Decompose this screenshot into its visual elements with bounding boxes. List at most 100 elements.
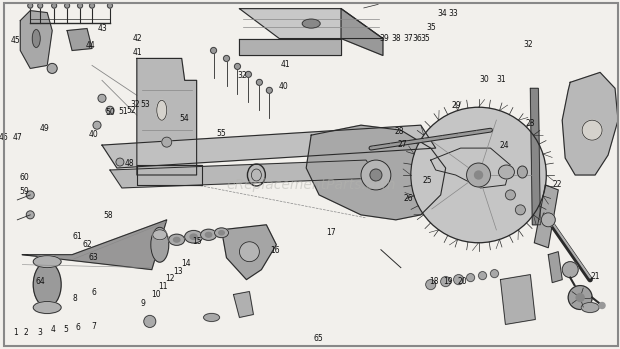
Polygon shape	[239, 9, 383, 38]
Text: 1: 1	[14, 328, 19, 337]
Text: 4: 4	[51, 325, 55, 334]
Polygon shape	[431, 148, 510, 188]
Ellipse shape	[203, 313, 219, 321]
Text: 32: 32	[130, 101, 140, 110]
Circle shape	[26, 211, 34, 219]
Polygon shape	[234, 291, 254, 318]
Text: 62: 62	[83, 239, 92, 248]
Text: 32: 32	[524, 40, 533, 49]
Polygon shape	[67, 29, 92, 51]
Ellipse shape	[518, 166, 528, 178]
Text: 11: 11	[158, 282, 167, 291]
Polygon shape	[500, 275, 535, 325]
Circle shape	[38, 3, 43, 8]
Text: 39: 39	[379, 34, 389, 43]
Ellipse shape	[185, 230, 203, 243]
Text: 64: 64	[36, 277, 45, 286]
Text: 12: 12	[166, 274, 175, 283]
Ellipse shape	[33, 262, 61, 307]
Ellipse shape	[215, 228, 229, 238]
Text: 61: 61	[73, 232, 82, 241]
Circle shape	[441, 277, 451, 287]
Circle shape	[361, 160, 391, 190]
Circle shape	[26, 191, 34, 199]
Text: 9: 9	[141, 299, 146, 308]
Circle shape	[64, 3, 69, 8]
Text: 15: 15	[192, 237, 202, 246]
Ellipse shape	[190, 234, 197, 239]
Ellipse shape	[151, 227, 169, 262]
Text: 37: 37	[404, 34, 414, 43]
Circle shape	[224, 55, 229, 61]
Text: 50: 50	[105, 108, 115, 117]
Text: 22: 22	[552, 180, 562, 189]
Polygon shape	[306, 125, 446, 220]
Circle shape	[28, 3, 33, 8]
Text: 40: 40	[278, 82, 288, 91]
Polygon shape	[341, 9, 383, 55]
Text: 34: 34	[437, 9, 447, 18]
Text: 60: 60	[19, 173, 29, 183]
Text: 32: 32	[237, 71, 247, 80]
Text: 41: 41	[280, 60, 290, 69]
Circle shape	[411, 107, 546, 243]
Polygon shape	[20, 10, 52, 68]
Circle shape	[246, 72, 252, 77]
Circle shape	[107, 3, 112, 8]
Circle shape	[78, 3, 82, 8]
Circle shape	[541, 213, 556, 227]
Ellipse shape	[169, 234, 185, 245]
Text: 23: 23	[526, 119, 535, 127]
Text: 36: 36	[412, 34, 422, 43]
Polygon shape	[110, 160, 379, 188]
Circle shape	[257, 79, 262, 86]
Text: 46: 46	[0, 134, 9, 142]
Text: 59: 59	[19, 187, 29, 196]
Text: 20: 20	[458, 277, 467, 286]
Text: 40: 40	[89, 130, 99, 139]
Text: 63: 63	[89, 253, 99, 262]
Circle shape	[98, 94, 106, 102]
Circle shape	[474, 171, 482, 179]
Text: 17: 17	[326, 228, 336, 237]
Ellipse shape	[302, 19, 320, 28]
Circle shape	[582, 120, 602, 140]
Text: 2: 2	[24, 328, 29, 337]
Circle shape	[562, 262, 578, 277]
Polygon shape	[530, 88, 540, 225]
Ellipse shape	[219, 231, 224, 235]
Text: 58: 58	[104, 211, 113, 220]
Text: 43: 43	[97, 24, 107, 33]
Circle shape	[47, 64, 57, 73]
Text: 48: 48	[124, 159, 134, 168]
Text: 35: 35	[420, 34, 430, 43]
Polygon shape	[102, 125, 436, 168]
Polygon shape	[221, 225, 277, 280]
Text: 30: 30	[479, 75, 489, 84]
Text: 24: 24	[499, 141, 508, 150]
Circle shape	[467, 274, 474, 282]
Text: 27: 27	[398, 140, 407, 149]
Circle shape	[479, 272, 487, 280]
Ellipse shape	[157, 100, 167, 120]
Circle shape	[162, 137, 172, 147]
Text: 41: 41	[132, 47, 142, 57]
Circle shape	[505, 190, 515, 200]
Text: 13: 13	[174, 267, 183, 276]
Circle shape	[239, 242, 259, 262]
Text: 18: 18	[428, 277, 438, 286]
Circle shape	[234, 64, 241, 69]
Text: 51: 51	[118, 107, 128, 116]
Text: 52: 52	[126, 106, 136, 115]
Text: 44: 44	[85, 41, 95, 50]
Text: 25: 25	[422, 176, 432, 185]
Ellipse shape	[153, 230, 167, 240]
Ellipse shape	[581, 303, 599, 312]
Text: 31: 31	[497, 75, 506, 84]
Text: 6: 6	[75, 323, 80, 332]
Circle shape	[599, 303, 605, 309]
Circle shape	[267, 87, 272, 93]
Polygon shape	[137, 58, 197, 175]
Text: 26: 26	[404, 194, 414, 203]
Circle shape	[370, 169, 382, 181]
